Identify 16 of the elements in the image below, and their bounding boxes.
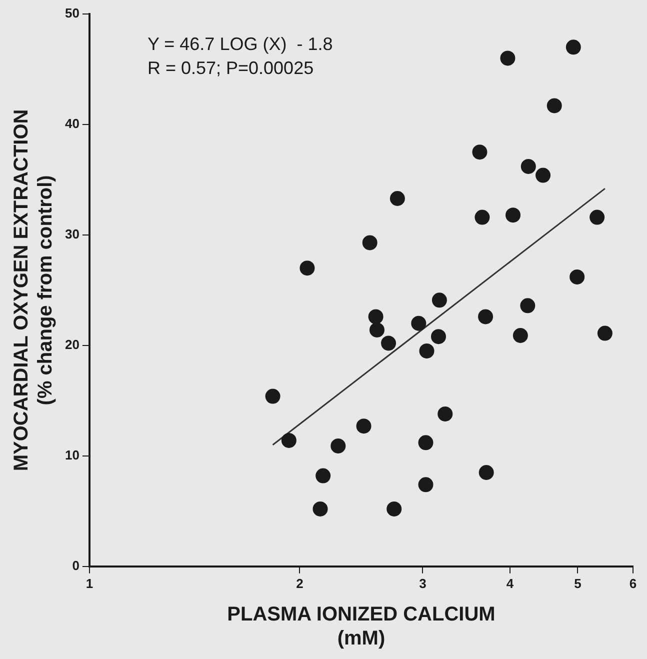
x-axis-title: PLASMA IONIZED CALCIUM (mM) [227, 604, 496, 650]
y-tick-label: 30 [64, 226, 80, 242]
y-tick-label: 40 [64, 116, 80, 132]
x-tick-label: 2 [296, 576, 304, 591]
annotation: R = 0.57; P=0.00025 [147, 58, 314, 78]
x-tick-label: 6 [629, 576, 637, 591]
y-tick-label: 10 [64, 448, 80, 462]
y-tick-label: 20 [64, 337, 80, 352]
y-axis-title: MYOCARDIAL OXYGEN EXTRACTION (% change from control) [10, 109, 57, 472]
x-tick-label: 3 [419, 576, 426, 591]
x-tick-label: 4 [506, 576, 514, 591]
x-tick-label: 1 [86, 576, 94, 591]
y-tick-label: 50 [64, 6, 80, 21]
y-tick-label: 0 [72, 558, 80, 573]
x-tick-label: 5 [574, 576, 582, 591]
annotation: Y = 46.7 LOG (X) - 1.8 [147, 34, 333, 54]
